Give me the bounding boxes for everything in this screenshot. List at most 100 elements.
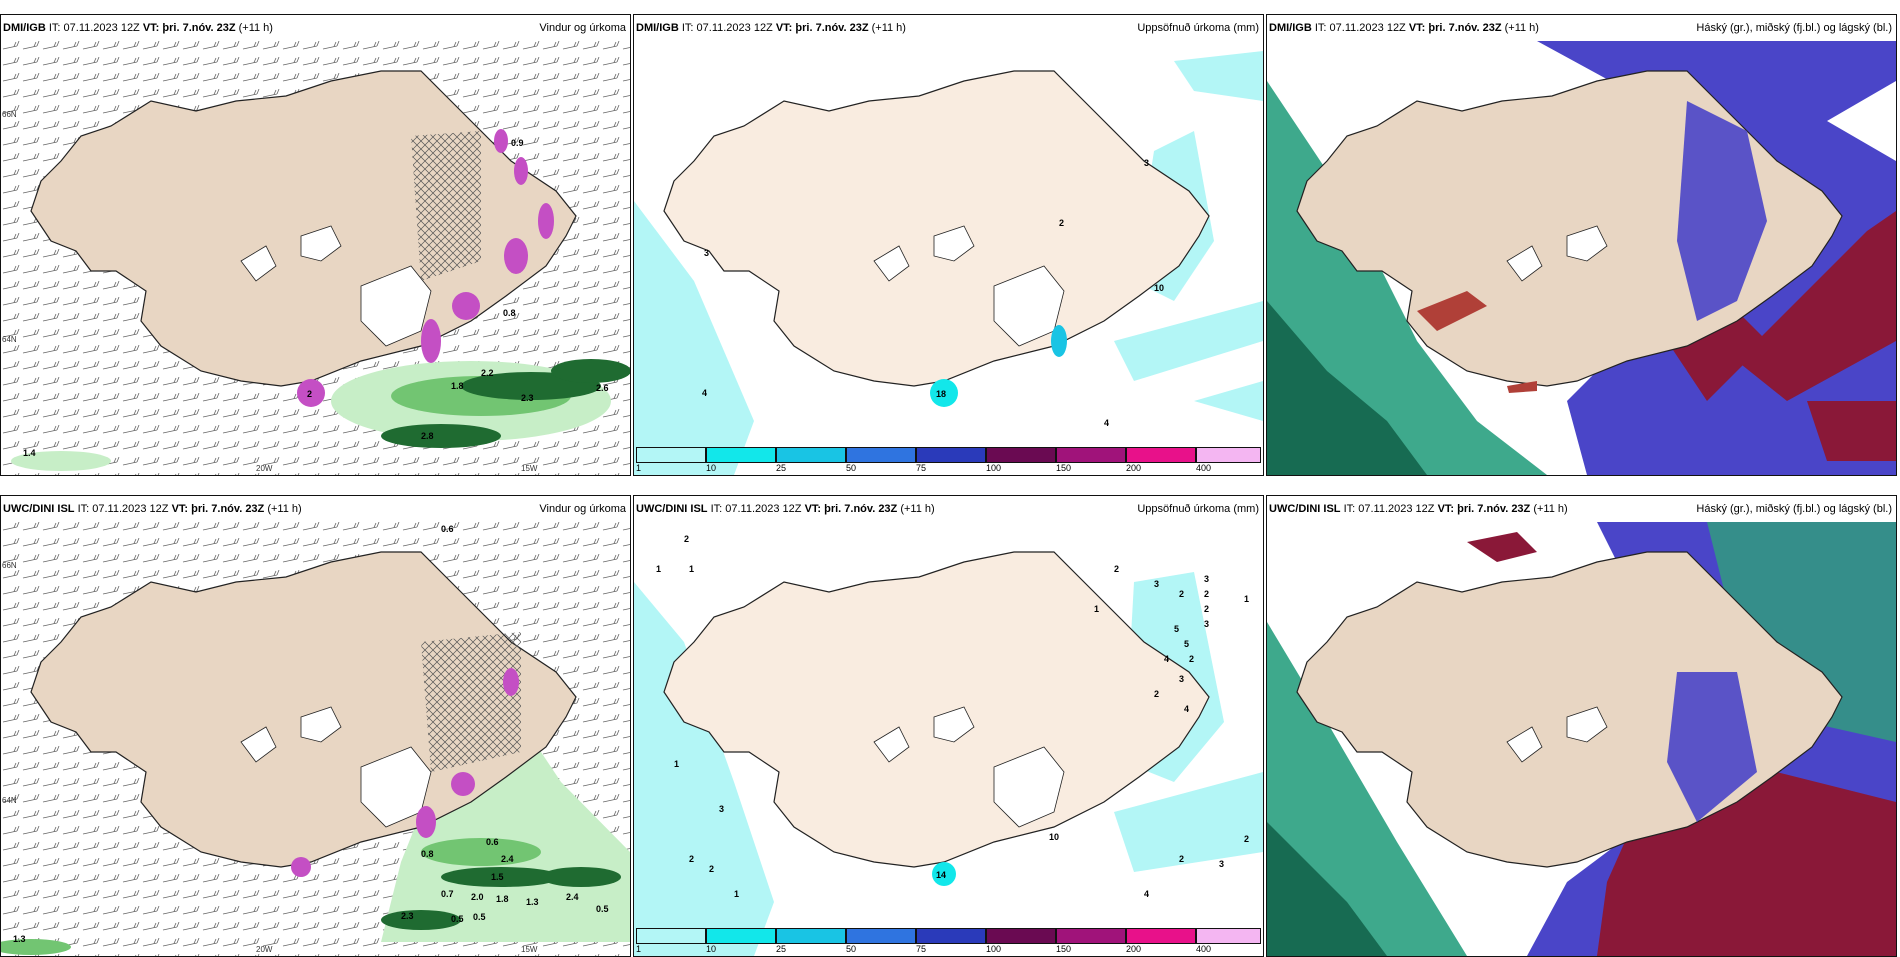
- precip-label: 2: [1189, 654, 1194, 664]
- lat-label-64n: 64N: [2, 335, 17, 344]
- colorbar-tick: 10: [706, 944, 717, 954]
- colorbar-tick: 50: [846, 944, 857, 954]
- colorbar-swatch: [1056, 928, 1126, 944]
- precip-label: 2: [1114, 564, 1119, 574]
- precip-label: 2: [689, 854, 694, 864]
- map-canvas: 3 2 3 10 4 4 18: [634, 51, 1263, 475]
- precip-label: 2.0: [471, 892, 484, 902]
- map-canvas: [1267, 41, 1896, 475]
- map-panel-accum-precip-uwc[interactable]: UWC/DINI ISL IT: 07.11.2023 12Z VT: þri.…: [633, 495, 1264, 957]
- precip-label: 0.5: [473, 912, 486, 922]
- model-name: UWC/DINI ISL: [3, 503, 75, 515]
- model-name: UWC/DINI ISL: [636, 503, 708, 515]
- precip-label: 3: [1204, 574, 1209, 584]
- lon-label-20w: 20W: [256, 464, 273, 473]
- precip-label: 2.2: [481, 368, 494, 378]
- colorbar-swatch: [706, 447, 776, 463]
- map-panel-wind-precip-uwc[interactable]: UWC/DINI ISL IT: 07.11.2023 12Z VT: þri.…: [0, 495, 631, 957]
- precip-label: 0.5: [451, 914, 464, 924]
- precip-label: 4: [1104, 418, 1109, 428]
- precip-label: 4: [1184, 704, 1189, 714]
- colorbar-swatch: [1056, 447, 1126, 463]
- precip-label: 3: [1204, 619, 1209, 629]
- colorbar-tick: 50: [846, 463, 857, 473]
- precip-colorbar: 1 10 25 50 75 100 150 200 400: [636, 928, 1261, 954]
- precip-label: 3: [1179, 674, 1184, 684]
- panel-title: Vindur og úrkoma: [539, 503, 626, 515]
- panel-header: DMI/IGB IT: 07.11.2023 12Z VT: þri. 7.nó…: [634, 15, 1263, 41]
- colorbar-swatch: [846, 928, 916, 944]
- colorbar-tick: 100: [986, 944, 1002, 954]
- panel-title: Háský (gr.), miðský (fj.bl.) og lágský (…: [1696, 22, 1892, 34]
- colorbar-tick: 100: [986, 463, 1002, 473]
- precip-label: 1: [656, 564, 661, 574]
- precip-label: 5: [1184, 639, 1189, 649]
- iceland-land: [1296, 70, 1843, 393]
- model-name: DMI/IGB: [636, 22, 679, 34]
- colorbar-swatch: [1126, 928, 1196, 944]
- precip-label: 2.3: [521, 393, 534, 403]
- colorbar-tick: 75: [916, 463, 927, 473]
- colorbar-swatch: [636, 447, 706, 463]
- precip-value-labels: 2 1 1 2 3 1 2 3 2 2 5 5 3 4 2 2 3 1 4 14: [656, 534, 1249, 899]
- colorbar-swatch: [846, 447, 916, 463]
- precip-label: 1.3: [13, 934, 26, 944]
- precip-label: 10: [1049, 832, 1059, 842]
- precip-label: 2: [709, 864, 714, 874]
- precip-label: 2: [684, 534, 689, 544]
- colorbar-tick: 150: [1056, 944, 1072, 954]
- precip-label: 3: [1219, 859, 1224, 869]
- precip-label: 2: [1154, 689, 1159, 699]
- colorbar-swatch: [706, 928, 776, 944]
- map-panel-clouds-uwc[interactable]: UWC/DINI ISL IT: 07.11.2023 12Z VT: þri.…: [1266, 495, 1897, 957]
- map-canvas: 2 2.2 2.6 1.8 2.3 2.8 1.4 0.8 0.9: [1, 41, 630, 475]
- panel-title: Uppsöfnuð úrkoma (mm): [1137, 503, 1259, 515]
- panel-header: DMI/IGB IT: 07.11.2023 12Z VT: þri. 7.nó…: [1267, 15, 1896, 41]
- precip-label: 3: [1144, 158, 1149, 168]
- panel-title: Uppsöfnuð úrkoma (mm): [1137, 22, 1259, 34]
- iceland-land: [30, 551, 577, 877]
- colorbar-swatch: [986, 928, 1056, 944]
- colorbar-swatch: [776, 447, 846, 463]
- iceland-land: [663, 70, 1210, 407]
- precip-label: 1: [1244, 594, 1249, 604]
- map-panel-accum-precip-dmi[interactable]: DMI/IGB IT: 07.11.2023 12Z VT: þri. 7.nó…: [633, 14, 1264, 476]
- panel-title: Háský (gr.), miðský (fj.bl.) og lágský (…: [1696, 503, 1892, 515]
- precip-value-labels: 2 2.2 2.6 1.8 2.3 2.8 1.4 0.8 0.9: [23, 138, 609, 458]
- precip-label: 1: [734, 889, 739, 899]
- colorbar-swatch: [776, 928, 846, 944]
- iceland-land: [30, 70, 577, 387]
- colorbar-tick: 75: [916, 944, 927, 954]
- map-panel-wind-precip-dmi[interactable]: DMI/IGB IT: 07.11.2023 12Z VT: þri. 7.nó…: [0, 14, 631, 476]
- precip-label: 2: [1204, 589, 1209, 599]
- lon-label-15w: 15W: [521, 464, 538, 473]
- colorbar-tick: 200: [1126, 944, 1142, 954]
- colorbar-swatch: [1126, 447, 1196, 463]
- precip-label: 4: [1144, 889, 1149, 899]
- precip-value-labels: 0.6 0.6 2.4 1.5 0.7 2.0 1.8 1.3 2.4 2.3 …: [13, 524, 609, 944]
- precip-label: 2: [307, 389, 312, 399]
- precip-label: 1: [1094, 604, 1099, 614]
- precip-label: 4: [1164, 654, 1169, 664]
- panel-header: DMI/IGB IT: 07.11.2023 12Z VT: þri. 7.nó…: [1, 15, 630, 41]
- precip-label: 2: [1179, 589, 1184, 599]
- precip-label: 0.8: [421, 849, 434, 859]
- iceland-land: [663, 551, 1210, 886]
- colorbar-tick: 1: [636, 944, 642, 954]
- precip-label: 2.4: [566, 892, 579, 902]
- precip-label: 3: [719, 804, 724, 814]
- precip-label: 0.9: [511, 138, 524, 148]
- precip-label: 0.8: [503, 308, 516, 318]
- precip-label: 1.5: [491, 872, 504, 882]
- colorbar-swatch: [916, 447, 986, 463]
- precip-label: 2.4: [501, 854, 514, 864]
- precip-label: 2: [1179, 854, 1184, 864]
- colorbar-tick: 150: [1056, 463, 1072, 473]
- precip-label: 3: [1154, 579, 1159, 589]
- precip-label: 1.4: [23, 448, 36, 458]
- precip-label: 0.7: [441, 889, 454, 899]
- precip-label: 1: [689, 564, 694, 574]
- map-panel-clouds-dmi[interactable]: DMI/IGB IT: 07.11.2023 12Z VT: þri. 7.nó…: [1266, 14, 1897, 476]
- panel-header: UWC/DINI ISL IT: 07.11.2023 12Z VT: þri.…: [634, 496, 1263, 522]
- precip-label: 1.8: [451, 381, 464, 391]
